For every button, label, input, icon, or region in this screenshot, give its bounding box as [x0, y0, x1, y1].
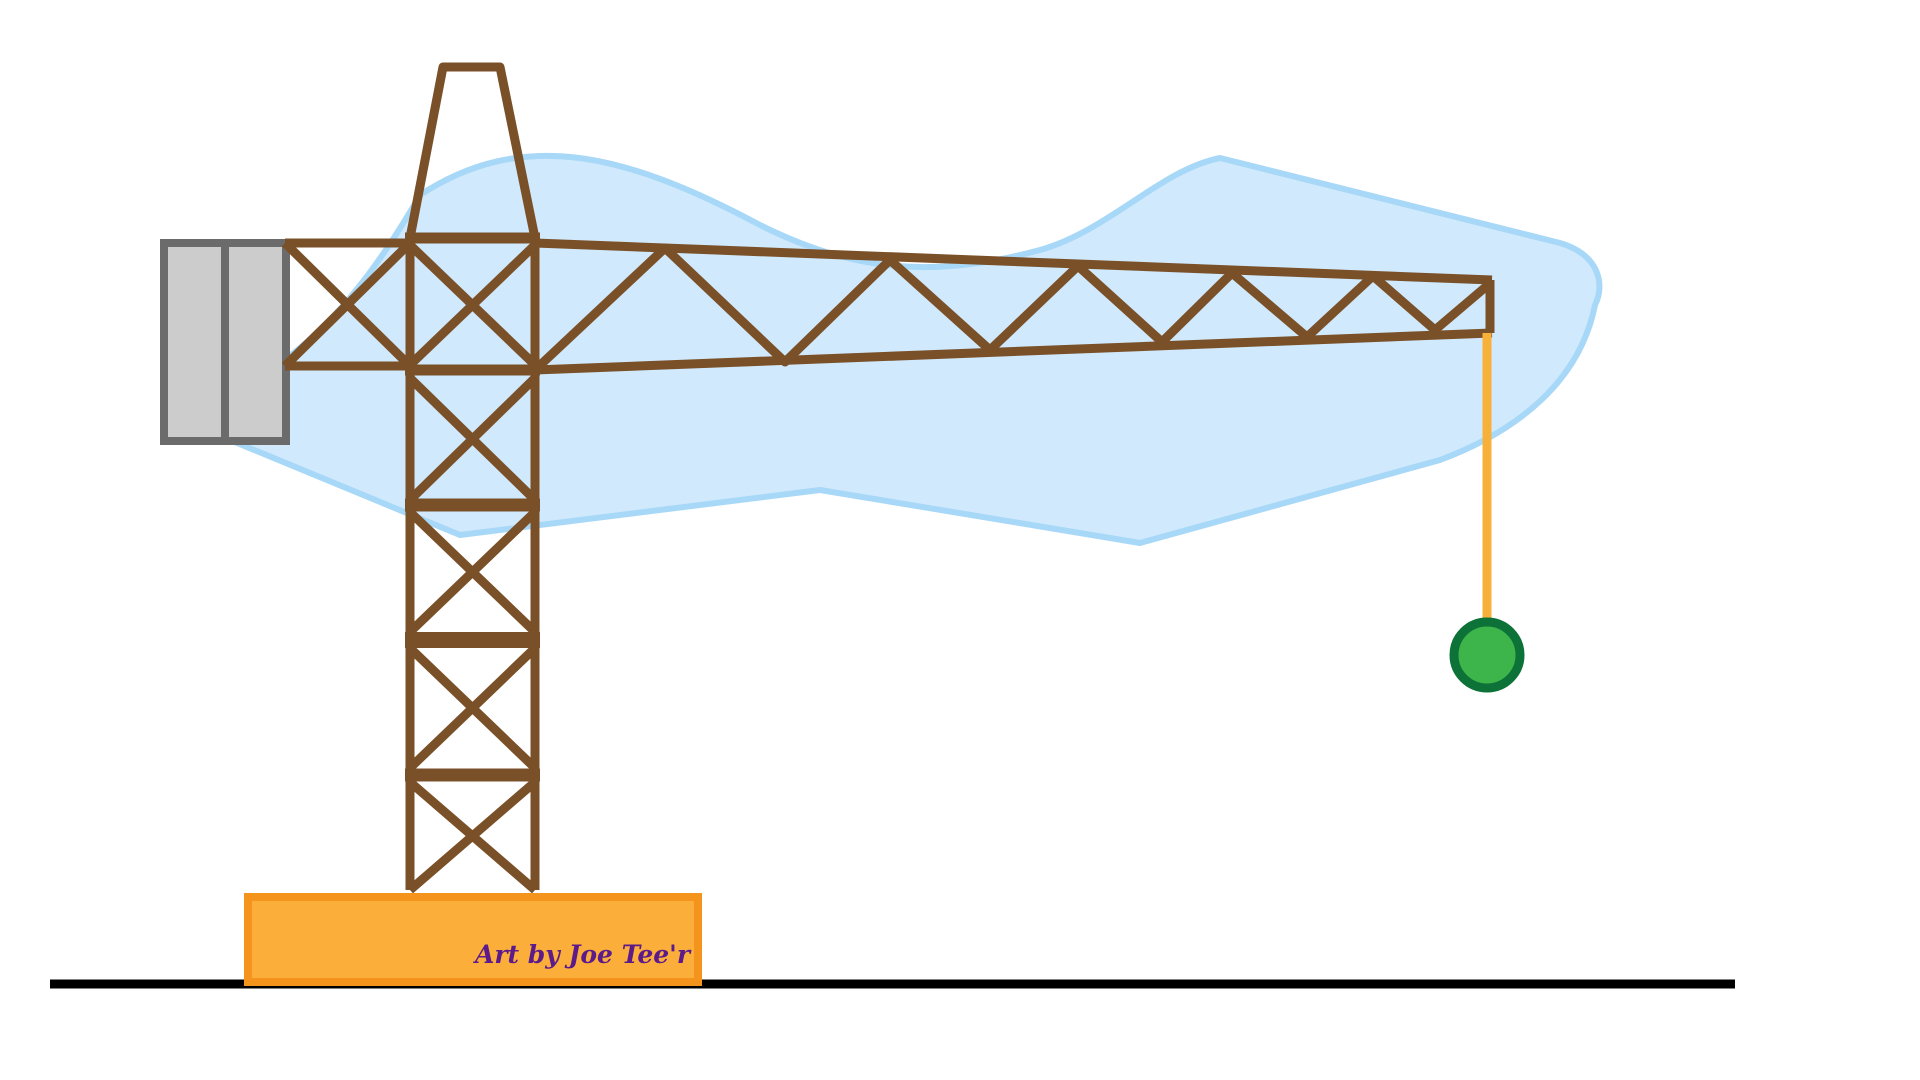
- signature-text: Art by Joe Tee'r: [473, 940, 692, 969]
- tower-mast: [405, 232, 540, 894]
- counter-jib: [281, 238, 414, 371]
- counterweight: [160, 239, 290, 445]
- hook-ball: [1449, 617, 1525, 693]
- crane-structure: [281, 62, 1495, 894]
- crane-base: [244, 893, 702, 986]
- jib-lattice: [531, 243, 1491, 374]
- jib-top-chord: [534, 238, 1493, 285]
- jib-bottom-chord: [534, 328, 1493, 375]
- tower-peak: [405, 62, 540, 239]
- main-jib: [531, 238, 1495, 375]
